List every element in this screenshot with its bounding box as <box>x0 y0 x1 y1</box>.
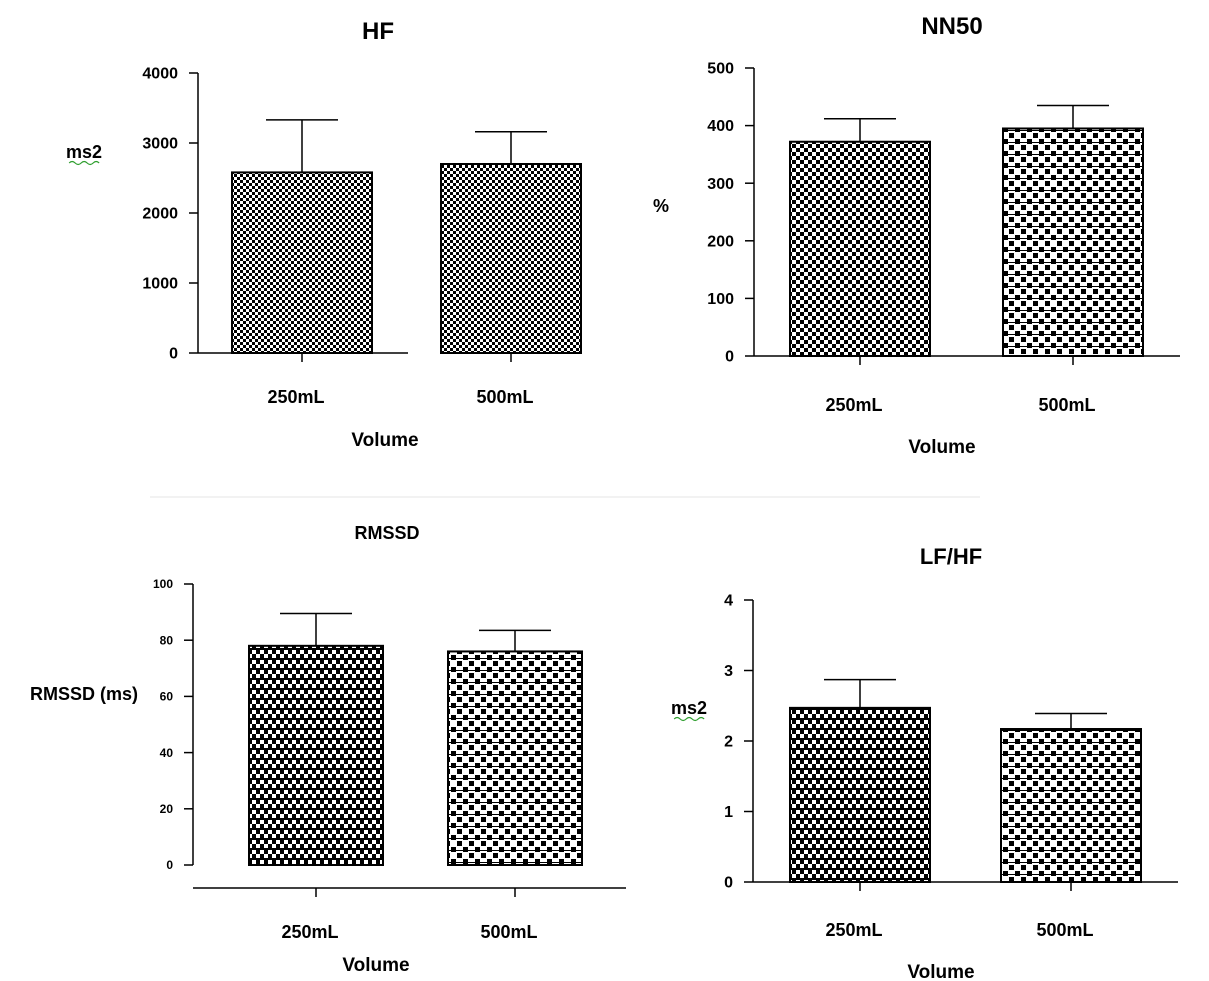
chart-title: NN50 <box>921 13 982 40</box>
y-tick-label: 100 <box>707 291 734 308</box>
y-tick-label: 300 <box>707 176 734 193</box>
bar-500mL <box>440 163 582 354</box>
x-tick-label: 250mL <box>281 922 338 942</box>
bar-500mL <box>447 650 583 866</box>
chart-title: LF/HF <box>920 544 982 569</box>
bar-250mL <box>789 706 931 883</box>
x-tick-label: 250mL <box>825 920 882 940</box>
y-tick-label: 1000 <box>142 276 178 293</box>
x-axis-label: Volume <box>342 955 409 976</box>
y-tick-label: 80 <box>160 633 174 647</box>
y-axis-label: ms2 <box>66 142 102 162</box>
y-tick-label: 1 <box>724 804 733 821</box>
y-tick-label: 60 <box>160 690 174 704</box>
y-axis-label: RMSSD (ms) <box>30 684 138 704</box>
panel-divider <box>150 496 980 498</box>
y-tick-label: 2000 <box>142 206 178 223</box>
x-tick-label: 250mL <box>267 387 324 407</box>
y-tick-label: 0 <box>725 349 734 366</box>
chart-title: RMSSD <box>354 523 419 543</box>
y-tick-label: 100 <box>153 577 173 591</box>
y-tick-label: 3000 <box>142 136 178 153</box>
x-tick-label: 500mL <box>480 922 537 942</box>
x-tick-label: 250mL <box>825 395 882 415</box>
x-tick-label: 500mL <box>1038 395 1095 415</box>
chart-nn50: NN50 0 100 200 300 400 500% 250mL 500mL Volume <box>653 13 1180 458</box>
y-tick-label: 3 <box>724 663 733 680</box>
chart-hf: HF 0 1000 2000 3000 4000 ms2 250mL 500mL Volume <box>66 18 582 451</box>
bar-500mL <box>1000 728 1142 884</box>
spellcheck-underline <box>68 160 100 166</box>
y-tick-label: 0 <box>724 875 733 892</box>
x-axis-label: Volume <box>908 437 975 458</box>
bar-250mL <box>789 140 931 357</box>
y-tick-label: 0 <box>169 346 178 363</box>
chart-title: HF <box>362 18 394 45</box>
y-tick-label: 200 <box>707 233 734 250</box>
y-tick-label: 40 <box>160 746 174 760</box>
chart-lf-hf: LF/HF 0 1 2 3 4 ms2 250mL 500mL Volume <box>671 544 1178 981</box>
spellcheck-underline <box>673 716 705 722</box>
bar-250mL <box>231 171 373 354</box>
y-tick-label: 4000 <box>142 66 178 83</box>
chart-rmssd: RMSSD 0 20 40 60 80 100 RMSSD (ms) 250mL 500mL Vol… <box>30 523 626 976</box>
y-tick-label: 400 <box>707 118 734 135</box>
x-axis-label: Volume <box>907 962 974 981</box>
x-tick-label: 500mL <box>1036 920 1093 940</box>
y-tick-label: 2 <box>724 734 733 751</box>
y-tick-label: 500 <box>707 61 734 78</box>
y-axis-label: % <box>653 196 669 216</box>
y-tick-label: 20 <box>160 802 174 816</box>
y-axis-label: ms2 <box>671 698 707 718</box>
x-tick-label: 500mL <box>476 387 533 407</box>
bar-250mL <box>248 644 384 866</box>
y-tick-label: 4 <box>724 593 733 610</box>
x-axis-label: Volume <box>351 430 418 451</box>
bar-500mL <box>1002 127 1144 357</box>
y-tick-label: 0 <box>166 858 173 872</box>
